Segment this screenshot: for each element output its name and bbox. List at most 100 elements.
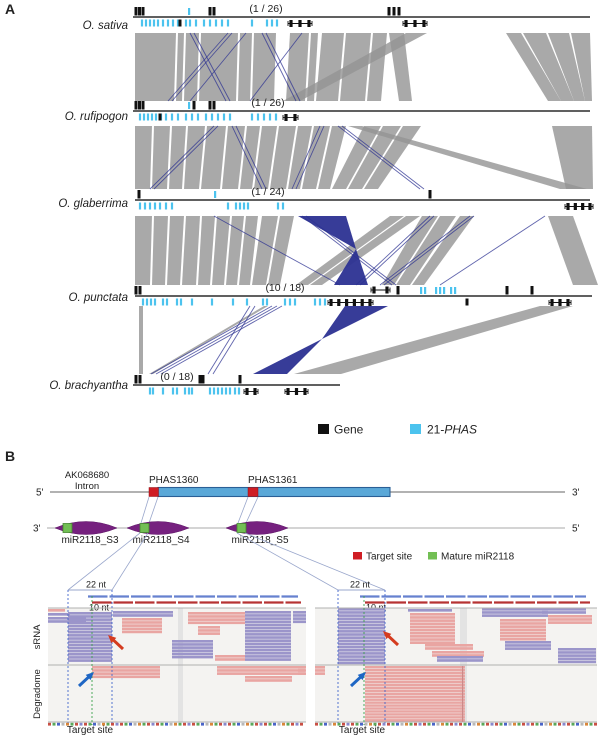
srna-read — [245, 617, 291, 620]
five-prime-label: 5' — [572, 524, 580, 535]
degradome-read — [365, 707, 465, 710]
phas-mark — [166, 19, 170, 27]
gene-model — [293, 114, 297, 121]
sequence-strip — [183, 722, 186, 726]
sequence-strip — [205, 722, 209, 726]
phas-mark — [194, 19, 198, 27]
srna-read — [245, 645, 291, 649]
sequence-strip — [486, 722, 489, 726]
degradome-edge-line — [462, 666, 464, 722]
srna-read — [48, 609, 65, 612]
srna-read — [542, 611, 586, 614]
srna-read — [68, 656, 112, 659]
srna-read — [338, 633, 385, 636]
srna-read — [113, 614, 173, 617]
synteny-ribbon — [201, 126, 226, 189]
srna-read — [410, 613, 455, 616]
nt10-label: 10 nt — [366, 603, 387, 613]
srna-read — [410, 616, 455, 619]
sequence-strip — [585, 722, 588, 726]
panel-a-label: A — [5, 1, 16, 17]
phas-mark — [238, 202, 242, 210]
srna-read — [500, 631, 546, 635]
srna-read — [245, 639, 291, 642]
target-site-label: Target site — [67, 725, 114, 736]
phas-mark — [210, 298, 214, 306]
sequence-strip — [75, 722, 78, 726]
gene-model — [360, 299, 364, 306]
gene-mark — [178, 19, 182, 27]
phas-mark — [216, 387, 220, 395]
synteny-ribbon — [506, 33, 561, 101]
phas-mark — [270, 19, 274, 27]
legend-gene-swatch — [318, 424, 329, 434]
phas-mark — [164, 202, 168, 210]
phas-mark — [171, 387, 175, 395]
phas-mark — [202, 19, 206, 27]
degradome-read — [365, 713, 465, 716]
srna-read — [245, 648, 291, 652]
synteny-line — [189, 32, 227, 102]
srna-read — [245, 626, 291, 630]
species-label: O. rufipogon — [65, 111, 128, 123]
phas-mark — [226, 202, 230, 210]
srna-read — [245, 611, 291, 614]
sequence-strip — [364, 722, 368, 726]
sequence-strip — [513, 722, 516, 726]
sequence-strip — [544, 722, 548, 726]
gene-mark — [505, 286, 509, 295]
sequence-strip — [165, 722, 168, 726]
gene-model — [372, 286, 376, 294]
phas-mark — [246, 202, 250, 210]
sequence-strip — [70, 722, 74, 726]
srna-read — [425, 647, 473, 650]
sequence-strip — [535, 722, 539, 726]
srna-read — [408, 609, 452, 612]
phas-mark — [143, 202, 147, 210]
sequence-strip — [147, 722, 150, 726]
synteny-line — [160, 305, 283, 375]
srna-read — [245, 629, 291, 633]
srna-read — [122, 627, 162, 631]
srna-read — [338, 620, 385, 624]
synteny-ribbon — [198, 216, 215, 285]
phas-mark — [148, 19, 152, 27]
srna-read — [500, 628, 546, 632]
synteny-ribbon — [296, 216, 404, 285]
synteny-ribbon — [176, 33, 184, 101]
sequence-strip — [333, 722, 336, 726]
gene-model — [413, 20, 417, 27]
blue-arrow — [357, 672, 366, 681]
sequence-strip — [115, 722, 119, 726]
sequence-strip — [120, 722, 123, 726]
sequence-strip — [237, 722, 240, 726]
three-prime-label: 3' — [33, 524, 41, 535]
mir-site-label: miR2118_S3 — [61, 535, 119, 546]
srna-read — [338, 645, 385, 649]
phas-mark — [164, 113, 168, 121]
synteny-ribbon — [294, 306, 573, 374]
sequence-strip — [79, 722, 83, 726]
srna-read — [482, 614, 548, 617]
phas-mark — [228, 387, 232, 395]
sequence-strip — [342, 722, 345, 726]
gene-mark — [158, 113, 162, 121]
sequence-strip — [432, 722, 435, 726]
degradome-read — [217, 669, 305, 672]
mature-mir-box — [139, 523, 150, 533]
phas-count-label: (0 / 18) — [160, 371, 193, 383]
phas-mark — [261, 298, 265, 306]
funnel-line — [67, 532, 141, 591]
srna-read — [68, 612, 112, 615]
blue-arrow — [85, 672, 94, 681]
target-site-box — [148, 487, 159, 497]
funnel-line — [111, 532, 149, 591]
srna-read — [505, 644, 551, 647]
gene-model — [368, 299, 372, 306]
phas-mark — [210, 113, 214, 121]
sequence-strip — [562, 722, 566, 726]
phas-mark — [450, 287, 453, 294]
phas-mark — [228, 113, 232, 121]
